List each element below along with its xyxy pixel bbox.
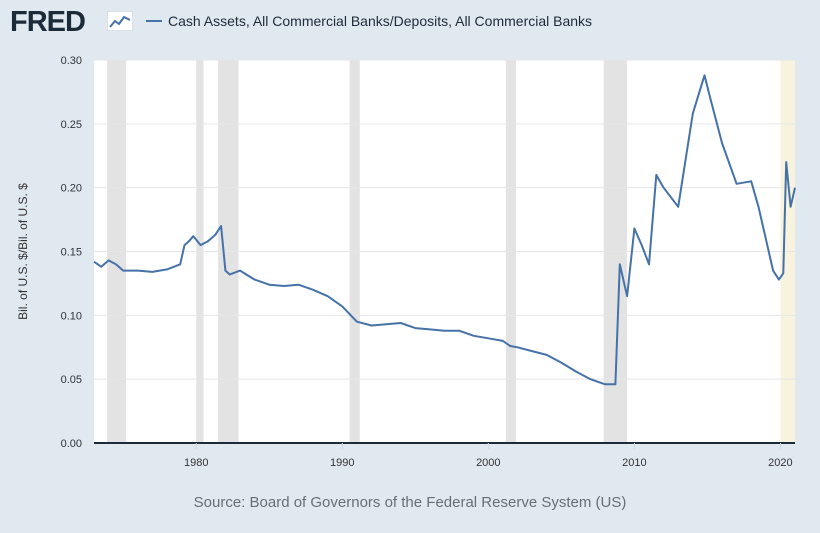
y-tick-label: 0.05: [61, 374, 82, 386]
y-axis-label: Bil. of U.S. $/Bil. of U.S. $: [16, 183, 30, 320]
y-tick-label: 0.00: [61, 438, 82, 450]
source-note: Source: Board of Governors of the Federa…: [193, 494, 627, 511]
y-tick-label: 0.20: [61, 183, 82, 195]
y-tick-label: 0.30: [61, 55, 82, 67]
y-tick-label: 0.10: [61, 310, 82, 322]
y-tick-label: 0.25: [61, 119, 82, 131]
legend-label: Cash Assets, All Commercial Banks/Deposi…: [168, 13, 593, 29]
line-chart-icon: [107, 11, 133, 31]
x-tick-label: 2010: [622, 457, 646, 469]
chart-legend: Cash Assets, All Commercial Banks/Deposi…: [146, 13, 592, 29]
legend-swatch: [146, 20, 162, 22]
x-tick-label: 2000: [476, 457, 500, 469]
x-tick-label: 1980: [184, 457, 208, 469]
x-tick-label: 1990: [330, 457, 354, 469]
x-tick-label: 2020: [768, 457, 792, 469]
fred-logo[interactable]: FRED: [10, 6, 86, 38]
y-tick-label: 0.15: [61, 247, 82, 259]
series-line: [93, 74, 796, 386]
